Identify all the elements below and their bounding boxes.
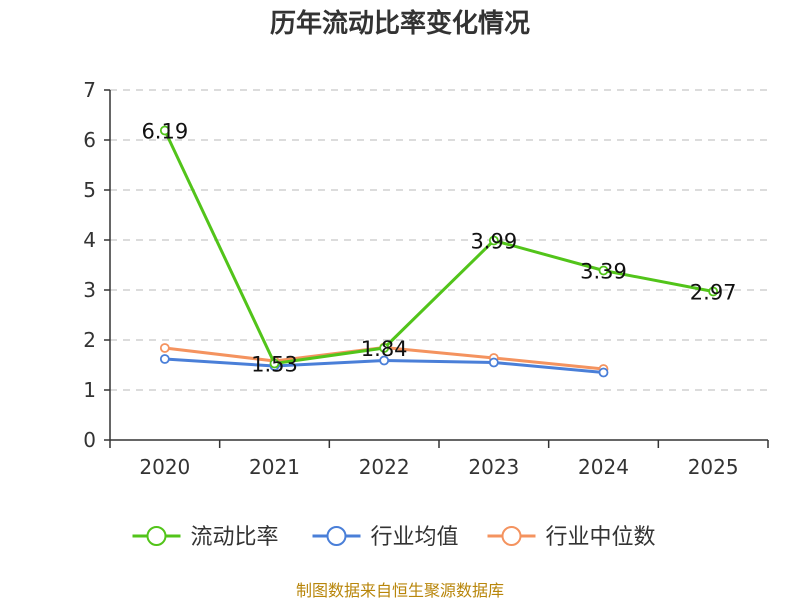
legend-item[interactable]: 行业均值 bbox=[312, 525, 459, 550]
legend-label: 流动比率 bbox=[191, 525, 279, 550]
data-point[interactable] bbox=[598, 367, 609, 378]
y-tick-label: 0 bbox=[83, 428, 96, 452]
data-point[interactable] bbox=[379, 343, 390, 353]
y-tick-label: 7 bbox=[83, 78, 96, 102]
legend[interactable]: 流动比率 行业均值 行业中位数 bbox=[132, 525, 656, 550]
data-label: 2.97 bbox=[690, 281, 737, 305]
data-label: 3.99 bbox=[470, 230, 517, 254]
y-tick-label: 6 bbox=[83, 128, 96, 152]
data-label-layer: 6.19 1.53 1.84 3.99 3.39 2.97 bbox=[141, 120, 736, 377]
data-label: 1.53 bbox=[251, 353, 298, 377]
legend-label: 行业均值 bbox=[371, 525, 459, 550]
data-point[interactable] bbox=[598, 265, 609, 276]
data-point[interactable] bbox=[159, 343, 170, 353]
data-label: 3.39 bbox=[580, 260, 627, 284]
legend-marker bbox=[146, 526, 167, 546]
legend-label: 行业中位数 bbox=[546, 525, 656, 550]
y-tick-label: 2 bbox=[83, 328, 96, 352]
data-label: 6.19 bbox=[141, 120, 188, 144]
x-tick-label: 2020 bbox=[139, 455, 190, 479]
data-point[interactable] bbox=[379, 355, 390, 366]
y-tick-label: 1 bbox=[83, 378, 96, 402]
data-point[interactable] bbox=[708, 286, 719, 297]
x-tick-label: 2021 bbox=[249, 455, 300, 479]
data-point[interactable] bbox=[488, 235, 499, 246]
series-layer bbox=[159, 125, 719, 378]
data-point[interactable] bbox=[269, 358, 280, 369]
legend-item[interactable]: 流动比率 bbox=[132, 525, 279, 550]
grid-layer bbox=[110, 89, 768, 391]
y-tick-label: 3 bbox=[83, 278, 96, 302]
y-tick-label: 5 bbox=[83, 178, 96, 202]
x-tick-label: 2025 bbox=[688, 455, 739, 479]
legend-item[interactable]: 行业中位数 bbox=[487, 525, 656, 550]
axis-layer: 0 1 2 3 4 5 6 7 2020 2021 2022 2023 2024 2025 bbox=[83, 78, 769, 479]
x-tick-label: 2023 bbox=[468, 455, 519, 479]
legend-marker bbox=[501, 526, 522, 546]
data-point[interactable] bbox=[159, 354, 170, 364]
data-point[interactable] bbox=[488, 357, 499, 368]
series-line bbox=[163, 129, 714, 365]
x-tick-label: 2024 bbox=[578, 455, 629, 479]
legend-marker bbox=[326, 526, 347, 546]
x-tick-label: 2022 bbox=[359, 455, 410, 479]
chart-title: 历年流动比率变化情况 bbox=[270, 8, 530, 39]
data-label: 1.84 bbox=[361, 337, 408, 361]
y-tick-label: 4 bbox=[83, 228, 96, 252]
data-point[interactable] bbox=[159, 125, 170, 136]
source-note: 制图数据来自恒生聚源数据库 bbox=[296, 581, 504, 600]
